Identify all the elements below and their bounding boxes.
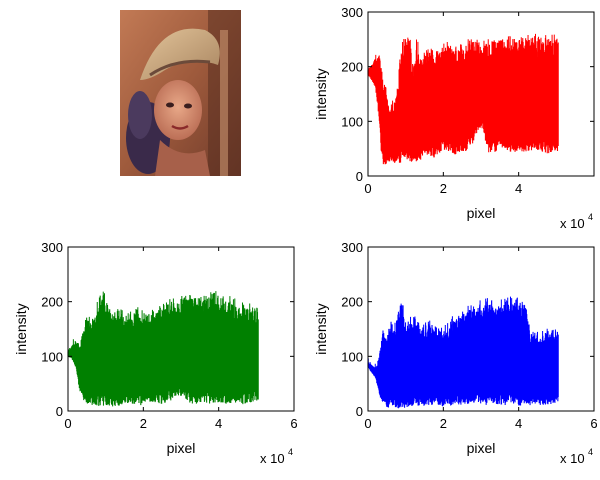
x-tick-label: 2 [440, 416, 447, 431]
x-multiplier-exponent: 4 [288, 447, 293, 457]
x-tick-label: 0 [364, 181, 371, 196]
x-tick-label: 6 [590, 416, 597, 431]
portrait-photo-icon [120, 10, 241, 176]
x-multiplier: x 10 [560, 216, 585, 231]
blue-channel-plot: 0 2 4 6 0 100 200 300 pixel intensity x 10 4 [300, 235, 600, 480]
signal-spikes [69, 291, 258, 373]
signal-spikes [367, 33, 558, 141]
y-axis-label: intensity [313, 303, 329, 354]
x-axis-label: pixel [467, 205, 496, 221]
axes-box [67, 246, 295, 412]
y-tick-label: 300 [41, 240, 63, 255]
y-axis-label: intensity [313, 68, 329, 119]
x-tick-label: 0 [364, 416, 371, 431]
y-tick-label: 0 [356, 404, 363, 419]
red-channel-plot: 0 2 4 0 100 200 300 pixel intensity x 10 4 [300, 0, 600, 245]
x-tick-label: 2 [440, 181, 447, 196]
x-tick-label: 4 [515, 416, 522, 431]
green-channel-plot: 0 2 4 6 0 100 200 300 pixel intensity x 10 4 [0, 235, 300, 480]
y-tick-label: 0 [56, 404, 63, 419]
x-tick-label: 2 [140, 416, 147, 431]
y-tick-label: 200 [341, 295, 363, 310]
y-tick-label: 300 [341, 5, 363, 20]
x-tick-label: 6 [290, 416, 297, 431]
signal-spikes [367, 296, 559, 377]
x-multiplier-exponent: 4 [588, 447, 593, 457]
y-tick-label: 0 [356, 169, 363, 184]
x-tick-label: 0 [64, 416, 71, 431]
axes-box [367, 11, 595, 177]
x-tick-label: 4 [515, 181, 522, 196]
y-tick-label: 100 [341, 114, 363, 129]
axes-box [367, 246, 595, 412]
x-axis-label: pixel [167, 440, 196, 456]
x-multiplier: x 10 [560, 451, 585, 466]
portrait-photo [120, 10, 241, 176]
x-multiplier-exponent: 4 [588, 212, 593, 222]
x-axis-label: pixel [467, 440, 496, 456]
x-tick-label: 4 [215, 416, 222, 431]
y-tick-label: 200 [41, 295, 63, 310]
y-tick-label: 100 [41, 349, 63, 364]
y-axis-label: intensity [13, 303, 29, 354]
x-multiplier: x 10 [260, 451, 285, 466]
y-tick-label: 300 [341, 240, 363, 255]
y-tick-label: 200 [341, 60, 363, 75]
y-tick-label: 100 [341, 349, 363, 364]
